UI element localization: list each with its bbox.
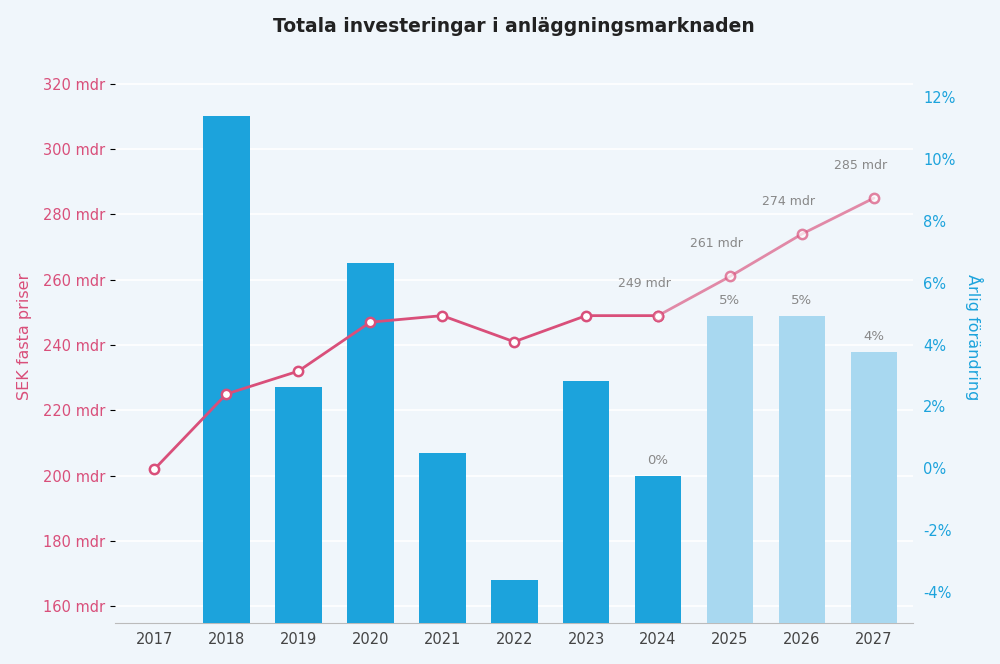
Point xyxy=(650,310,666,321)
Text: 249 mdr: 249 mdr xyxy=(618,276,671,290)
Text: 5%: 5% xyxy=(791,294,813,307)
Y-axis label: SEK fasta priser: SEK fasta priser xyxy=(17,274,32,400)
Text: 0%: 0% xyxy=(648,454,669,467)
Title: Totala investeringar i anläggningsmarknaden: Totala investeringar i anläggningsmarkna… xyxy=(273,17,755,36)
Text: 4%: 4% xyxy=(863,331,884,343)
Bar xyxy=(419,453,466,664)
Point xyxy=(362,317,378,327)
Text: 5%: 5% xyxy=(719,294,741,307)
Text: 285 mdr: 285 mdr xyxy=(834,159,887,172)
Point xyxy=(866,193,882,203)
Bar xyxy=(851,351,897,664)
Point xyxy=(290,366,306,376)
Point xyxy=(434,310,450,321)
Bar xyxy=(635,475,681,664)
Text: 274 mdr: 274 mdr xyxy=(762,195,815,208)
Point xyxy=(650,310,666,321)
Point xyxy=(146,464,162,475)
Bar xyxy=(491,580,538,664)
Point xyxy=(794,228,810,239)
Point xyxy=(722,271,738,282)
Y-axis label: Årlig förändring: Årlig förändring xyxy=(965,274,983,400)
Bar xyxy=(563,381,609,664)
Bar xyxy=(707,315,753,664)
Text: 261 mdr: 261 mdr xyxy=(690,237,743,250)
Bar xyxy=(779,315,825,664)
Bar xyxy=(275,388,322,664)
Bar xyxy=(347,264,394,664)
Point xyxy=(578,310,594,321)
Point xyxy=(218,388,234,399)
Point xyxy=(506,337,522,347)
Bar xyxy=(203,116,250,664)
